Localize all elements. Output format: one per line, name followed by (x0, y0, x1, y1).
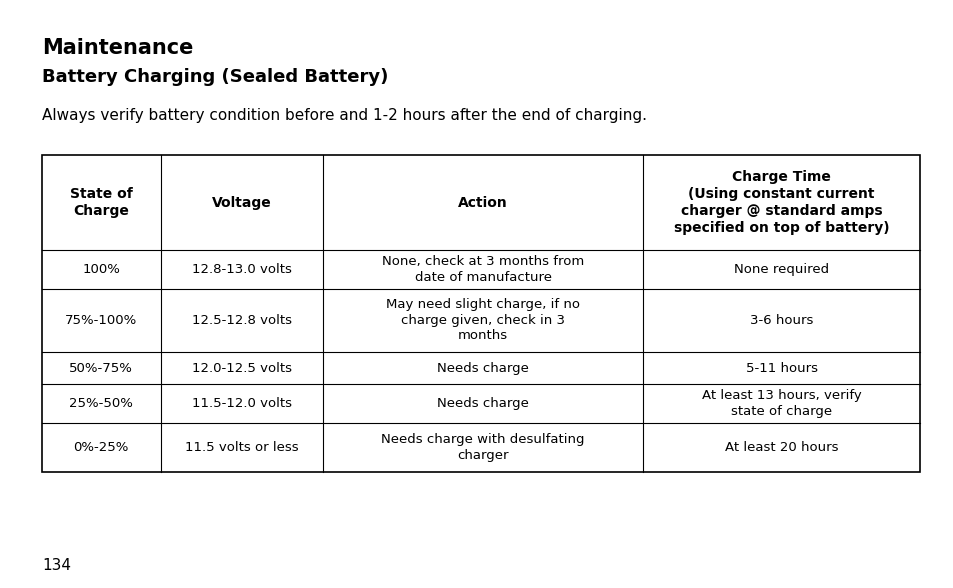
Text: Needs charge: Needs charge (436, 362, 529, 375)
Text: 12.5-12.8 volts: 12.5-12.8 volts (192, 314, 292, 327)
Text: 25%-50%: 25%-50% (70, 397, 133, 410)
Text: Action: Action (457, 195, 508, 209)
Text: State of
Charge: State of Charge (70, 187, 132, 218)
Text: 100%: 100% (82, 263, 120, 276)
Bar (42, 155, 919, 472)
Text: Needs charge with desulfating
charger: Needs charge with desulfating charger (381, 433, 584, 462)
Text: 0%-25%: 0%-25% (73, 441, 129, 454)
Text: 5-11 hours: 5-11 hours (745, 362, 817, 375)
Text: Voltage: Voltage (212, 195, 272, 209)
Text: None, check at 3 months from
date of manufacture: None, check at 3 months from date of man… (381, 255, 583, 283)
Text: 12.0-12.5 volts: 12.0-12.5 volts (192, 362, 292, 375)
Text: Maintenance: Maintenance (42, 38, 193, 58)
Text: 12.8-13.0 volts: 12.8-13.0 volts (192, 263, 292, 276)
Text: 134: 134 (42, 558, 71, 573)
Text: 11.5 volts or less: 11.5 volts or less (185, 441, 298, 454)
Text: May need slight charge, if no
charge given, check in 3
months: May need slight charge, if no charge giv… (386, 299, 579, 342)
Text: At least 13 hours, verify
state of charge: At least 13 hours, verify state of charg… (701, 389, 861, 417)
Text: Always verify battery condition before and 1-2 hours after the end of charging.: Always verify battery condition before a… (42, 108, 646, 123)
Text: 75%-100%: 75%-100% (65, 314, 137, 327)
Text: Charge Time
(Using constant current
charger @ standard amps
specified on top of : Charge Time (Using constant current char… (673, 171, 888, 235)
Text: Battery Charging (Sealed Battery): Battery Charging (Sealed Battery) (42, 68, 388, 86)
Text: 11.5-12.0 volts: 11.5-12.0 volts (192, 397, 292, 410)
Text: 50%-75%: 50%-75% (70, 362, 133, 375)
Text: None required: None required (734, 263, 828, 276)
Text: 3-6 hours: 3-6 hours (749, 314, 813, 327)
Text: At least 20 hours: At least 20 hours (724, 441, 838, 454)
Text: Needs charge: Needs charge (436, 397, 529, 410)
